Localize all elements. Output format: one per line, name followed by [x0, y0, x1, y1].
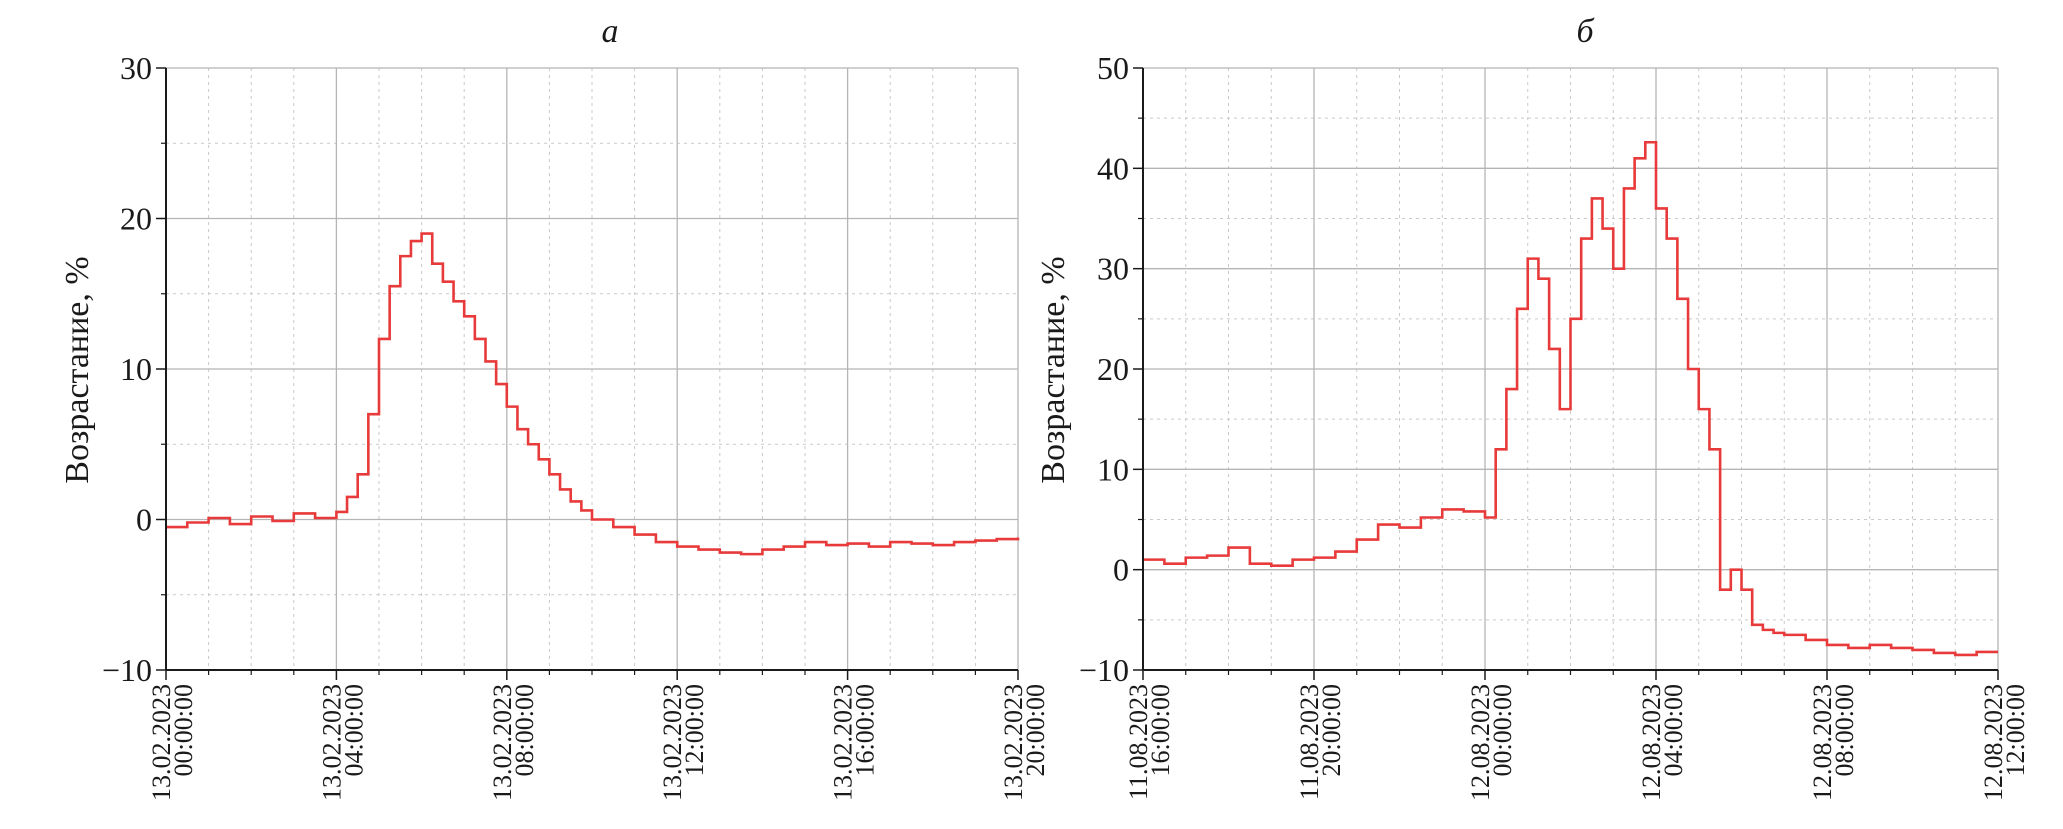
x-tick-label: 13.02.202308:00:00 [488, 684, 539, 801]
x-tick-label: 13.02.202316:00:00 [829, 684, 880, 801]
x-tick-time: 20:00:00 [1021, 684, 1050, 776]
x-tick-date: 13.02.2023 [147, 684, 176, 801]
x-tick-time: 16:00:00 [851, 684, 880, 776]
grid-a [165, 67, 1019, 671]
y-tick-label: −10 [1079, 652, 1129, 688]
x-tick-date: 13.02.2023 [999, 684, 1028, 801]
y-tick-label: 50 [1097, 50, 1129, 86]
panel-title-a: а [602, 13, 619, 50]
x-ticks-a: 13.02.202300:00:00 13.02.202304:00:00 13.0… [147, 684, 1050, 801]
x-tick-label: 13.02.202304:00:00 [317, 684, 368, 801]
x-tick-label: 11.08.202316:00:00 [1124, 684, 1175, 800]
y-axis-label-a: Возрастание, % [59, 256, 96, 483]
x-tick-date: 13.02.2023 [488, 684, 517, 801]
y-tick-label: 30 [120, 50, 152, 86]
x-tick-label: 13.02.202300:00:00 [147, 684, 198, 801]
x-tick-date: 13.02.2023 [317, 684, 346, 801]
x-tick-time: 08:00:00 [1830, 684, 1859, 776]
x-tick-date: 12.08.2023 [1466, 684, 1495, 801]
axes-a [156, 67, 1019, 680]
x-tick-time: 00:00:00 [169, 684, 198, 776]
x-ticks-b: 11.08.202316:00:00 11.08.202320:00:00 12.0… [1124, 684, 2030, 801]
x-tick-time: 12:00:00 [680, 684, 709, 776]
y-tick-label: −10 [102, 652, 152, 688]
y-axis-label-b: Возрастание, % [1035, 256, 1072, 483]
x-tick-date: 11.08.2023 [1295, 684, 1324, 800]
y-ticks-a: 30 20 10 0 −10 [102, 50, 152, 688]
x-tick-date: 12.08.2023 [1808, 684, 1837, 801]
x-tick-date: 13.02.2023 [829, 684, 858, 801]
y-tick-label: 30 [1097, 251, 1129, 287]
x-tick-label: 12.08.202304:00:00 [1637, 684, 1688, 801]
x-tick-time: 12:00:00 [2001, 684, 2030, 776]
axes-b [1133, 67, 1999, 680]
x-tick-time: 00:00:00 [1488, 684, 1517, 776]
x-tick-time: 16:00:00 [1146, 684, 1175, 776]
x-tick-label: 12.08.202312:00:00 [1979, 684, 2030, 801]
x-tick-label: 13.02.202320:00:00 [999, 684, 1050, 801]
y-tick-label: 0 [1113, 552, 1129, 588]
x-tick-time: 20:00:00 [1317, 684, 1346, 776]
y-ticks-b: 50 40 30 20 10 0 −10 [1079, 50, 1129, 688]
y-tick-label: 10 [120, 351, 152, 387]
x-tick-label: 12.08.202308:00:00 [1808, 684, 1859, 801]
x-tick-date: 12.08.2023 [1979, 684, 2008, 801]
x-tick-date: 13.02.2023 [658, 684, 687, 801]
x-tick-time: 04:00:00 [1659, 684, 1688, 776]
x-tick-time: 04:00:00 [339, 684, 368, 776]
x-tick-date: 11.08.2023 [1124, 684, 1153, 800]
panel-title-b: б [1576, 13, 1595, 50]
y-tick-label: 40 [1097, 150, 1129, 186]
y-tick-label: 20 [1097, 351, 1129, 387]
x-tick-date: 12.08.2023 [1637, 684, 1666, 801]
x-tick-label: 11.08.202320:00:00 [1295, 684, 1346, 800]
x-tick-label: 13.02.202312:00:00 [658, 684, 709, 801]
x-tick-label: 12.08.202300:00:00 [1466, 684, 1517, 801]
y-tick-label: 10 [1097, 451, 1129, 487]
y-tick-label: 0 [136, 502, 152, 538]
y-tick-label: 20 [120, 201, 152, 237]
series-line-a [166, 232, 1020, 556]
series-line-b [1143, 140, 1998, 657]
chart-panel-b: б Возрастание, % 50 40 30 20 10 0 −10 11.08.20… [1035, 13, 2030, 801]
x-tick-time: 08:00:00 [510, 684, 539, 776]
